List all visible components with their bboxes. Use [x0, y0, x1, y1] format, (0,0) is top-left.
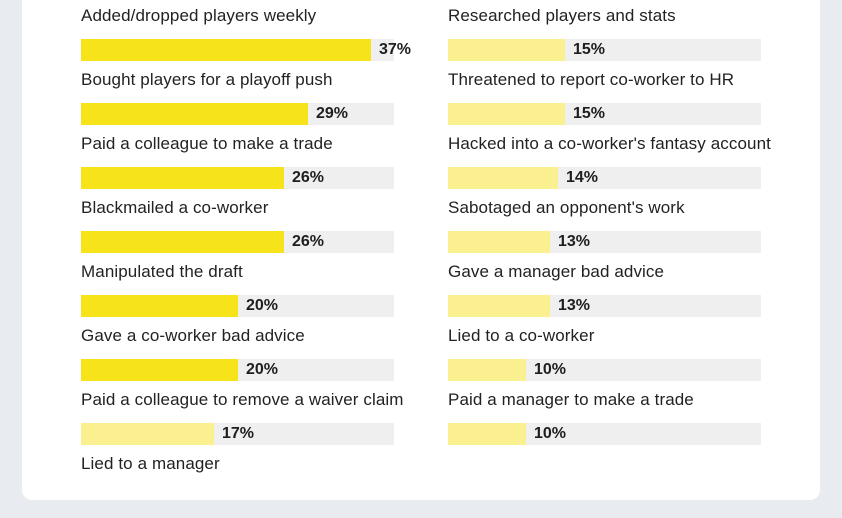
bar-value-label: 15% [573, 41, 606, 58]
bar-item: Paid a manager to make a trade 10% [448, 390, 821, 454]
bar-track [448, 103, 761, 125]
bar-item: Researched players and stats 15% [448, 6, 821, 70]
bar-fill [448, 231, 550, 253]
bar-item: Lied to a manager [81, 454, 454, 518]
bar-value-label: 26% [292, 233, 325, 250]
bar-fill [448, 103, 565, 125]
bar-label: Hacked into a co-worker's fantasy accoun… [448, 134, 771, 153]
bar-item: Sabotaged an opponent's work 13% [448, 198, 821, 262]
bar-label: Lied to a manager [81, 454, 220, 473]
bar-value-label: 20% [246, 297, 279, 314]
bar-item: Paid a colleague to remove a waiver clai… [81, 390, 454, 454]
bar-item: Manipulated the draft 20% [81, 262, 454, 326]
bar-value-label: 15% [573, 105, 606, 122]
bar-track [448, 39, 761, 61]
bar-item: Paid a colleague to make a trade 26% [81, 134, 454, 198]
bar-label: Paid a colleague to remove a waiver clai… [81, 390, 404, 409]
bar-value-label: 26% [292, 169, 325, 186]
bar-item: Added/dropped players weekly 37% [81, 6, 454, 70]
bar-value-label: 14% [566, 169, 599, 186]
bar-track [81, 231, 394, 253]
bar-item: Bought players for a playoff push 29% [81, 70, 454, 134]
bar-label: Blackmailed a co-worker [81, 198, 269, 217]
bar-track [81, 423, 394, 445]
bar-label: Gave a manager bad advice [448, 262, 665, 281]
bar-label: Gave a co-worker bad advice [81, 326, 305, 345]
bar-fill [81, 103, 308, 125]
bar-value-label: 10% [534, 361, 567, 378]
bar-label: Researched players and stats [448, 6, 676, 25]
bar-fill [448, 39, 565, 61]
bar-value-label: 13% [558, 297, 591, 314]
bar-fill [448, 167, 558, 189]
bar-fill [81, 359, 238, 381]
bar-value-label: 29% [316, 105, 349, 122]
bar-track [81, 359, 394, 381]
bar-track [448, 231, 761, 253]
bar-track [448, 359, 761, 381]
bar-item: Gave a manager bad advice 13% [448, 262, 821, 326]
bar-value-label: 20% [246, 361, 279, 378]
bar-label: Manipulated the draft [81, 262, 243, 281]
bar-item: Lied to a co-worker 10% [448, 326, 821, 390]
bar-track [81, 295, 394, 317]
bar-fill [81, 39, 371, 61]
bar-track [81, 167, 394, 189]
bar-track [81, 39, 394, 61]
bar-track [448, 295, 761, 317]
bar-fill [81, 167, 284, 189]
bar-label: Added/dropped players weekly [81, 6, 317, 25]
bar-item: Hacked into a co-worker's fantasy accoun… [448, 134, 821, 198]
bar-value-label: 10% [534, 425, 567, 442]
bar-label: Bought players for a playoff push [81, 70, 333, 89]
bar-fill [448, 423, 526, 445]
bar-track [81, 103, 394, 125]
bar-value-label: 37% [379, 41, 412, 58]
bar-item: Gave a co-worker bad advice 20% [81, 326, 454, 390]
bar-item: Threatened to report co-worker to HR 15% [448, 70, 821, 134]
bar-label: Paid a colleague to make a trade [81, 134, 333, 153]
bar-fill [448, 359, 526, 381]
bar-fill [448, 295, 550, 317]
bar-item: Blackmailed a co-worker 26% [81, 198, 454, 262]
bar-label: Sabotaged an opponent's work [448, 198, 685, 217]
bar-track [448, 423, 761, 445]
bar-fill [81, 423, 214, 445]
bar-fill [81, 295, 238, 317]
bar-fill [81, 231, 284, 253]
chart-card: Added/dropped players weekly 37% Bought pl… [22, 0, 820, 500]
bar-label: Paid a manager to make a trade [448, 390, 694, 409]
bar-value-label: 17% [222, 425, 255, 442]
bar-label: Lied to a co-worker [448, 326, 595, 345]
bar-track [448, 167, 761, 189]
bar-value-label: 13% [558, 233, 591, 250]
bar-label: Threatened to report co-worker to HR [448, 70, 735, 89]
